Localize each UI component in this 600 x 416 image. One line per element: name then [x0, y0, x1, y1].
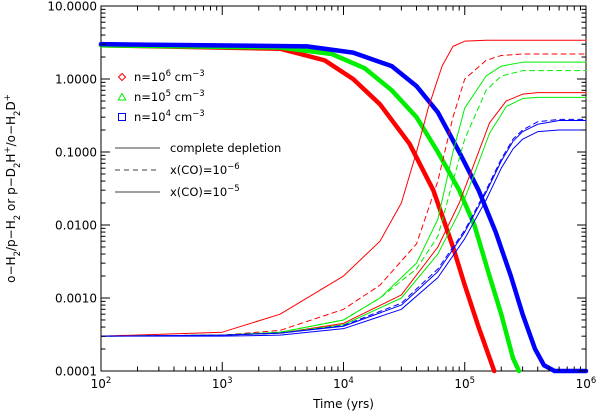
legend-style-exp: −5 [227, 184, 240, 194]
y-axis-label-part: D [4, 101, 18, 110]
legend-marker-triangle [117, 92, 127, 101]
legend-label-unit-exp: −3 [192, 89, 205, 99]
y-axis-label-part: /o−H [4, 116, 18, 146]
legend-style-text: x(CO)=10 [170, 163, 227, 177]
x-tick-label: 102 [91, 376, 112, 391]
y-tick-label: 10.0000 [47, 0, 97, 14]
y-axis-label-part: + [3, 146, 13, 153]
legend-label: n=105 cm−3 [134, 89, 205, 104]
y-tick-label: 0.1000 [55, 146, 97, 160]
x-tick-label-base: 10 [91, 377, 106, 391]
legend-label-text: n=10 [134, 90, 166, 104]
legend-style-text: x(CO)=10 [170, 185, 227, 199]
x-tick-label-exp: 4 [348, 376, 353, 386]
y-axis-label-part: H [4, 154, 18, 163]
y-axis-label-part: 2 [13, 215, 23, 220]
series-line-3 [98, 41, 589, 374]
legend-style-label: x(CO)=10−6 [170, 162, 240, 177]
y-axis-label: o−H2/p−H2 or p−D2H+/o−H2D+ [3, 94, 23, 283]
legend-label-unit: cm [171, 90, 192, 104]
series-line-8 [100, 92, 587, 337]
x-tick-label: 106 [576, 376, 597, 391]
x-tick-label-exp: 5 [470, 376, 475, 386]
legend-style-label: complete depletion [170, 141, 281, 155]
series-line-6 [100, 61, 587, 337]
x-tick-label-base: 10 [454, 377, 469, 391]
series-line-12 [100, 129, 587, 337]
legend-label: n=104 cm−3 [134, 109, 205, 124]
legend-style-label: x(CO)=10−5 [170, 184, 240, 199]
y-axis-label-part: o−H [4, 256, 18, 282]
y-tick-label: 0.0100 [55, 219, 97, 233]
legend-label-unit: cm [171, 110, 192, 124]
ticks-layer: 102 103 104 105 1060.00010.00100.01000.10001… [47, 0, 596, 391]
y-axis-label-part: 2 [13, 111, 23, 116]
x-tick-label-base: 10 [333, 377, 348, 391]
legend-label-exp: 6 [166, 69, 171, 79]
y-axis-label-part: + [3, 94, 13, 101]
y-axis-label-part: 2 [13, 163, 23, 168]
legend-style-exp: −6 [227, 162, 240, 172]
legend-label-text: n=10 [134, 110, 166, 124]
series-layer [98, 39, 589, 374]
x-tick-label-base: 10 [212, 377, 227, 391]
series-line-1 [98, 42, 497, 374]
series-line-9 [100, 96, 587, 337]
series-line-4 [100, 39, 587, 337]
series-line-7 [100, 70, 587, 337]
y-tick-label: 0.0001 [55, 365, 97, 379]
legend-label-exp: 4 [166, 109, 171, 119]
legend-label-unit: cm [171, 70, 192, 84]
x-tick-label: 103 [212, 376, 233, 391]
legend-label: n=106 cm−3 [134, 69, 205, 84]
y-axis-label-part: /p−H [4, 220, 18, 251]
x-tick-label-exp: 6 [591, 376, 596, 386]
legend-label-exp: 5 [166, 89, 171, 99]
y-tick-label: 1.0000 [55, 73, 97, 87]
legend-label-unit-exp: −3 [192, 69, 205, 79]
series-line-5 [100, 53, 587, 337]
legend-marker-square [118, 113, 126, 121]
x-tick-label: 105 [454, 376, 475, 391]
y-tick-label: 0.0010 [55, 292, 97, 306]
x-tick-label: 104 [333, 376, 354, 391]
y-axis-label-part: or p−D [4, 168, 18, 215]
series-line-2 [98, 42, 522, 374]
series-line-11 [100, 120, 587, 337]
legend-label-unit-exp: −3 [192, 109, 205, 119]
legend-label-text: n=10 [134, 70, 166, 84]
x-axis-label: Time (yrs) [312, 397, 374, 411]
x-tick-label-exp: 3 [227, 376, 232, 386]
y-axis-label-part: 2 [13, 251, 23, 256]
legend-style-text: complete depletion [170, 141, 281, 155]
x-tick-label-base: 10 [576, 377, 591, 391]
legend-marker-diamond [117, 72, 127, 82]
x-tick-label-exp: 2 [106, 376, 111, 386]
